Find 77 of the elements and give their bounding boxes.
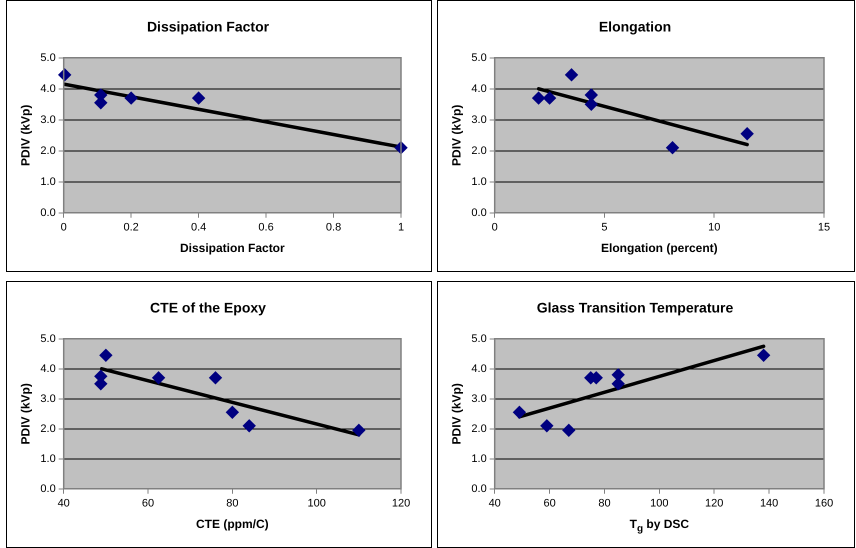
x-tick-label: 80 xyxy=(226,497,238,510)
x-axis-title: CTE (ppm/C) xyxy=(196,517,269,531)
y-tick-label: 4.0 xyxy=(471,362,487,375)
y-tick-label: 5.0 xyxy=(40,332,56,345)
x-tick-label: 0.2 xyxy=(124,221,139,234)
y-tick-label: 3.0 xyxy=(471,392,487,405)
y-tick-label: 3.0 xyxy=(40,114,56,126)
point xyxy=(242,419,256,432)
y-tick-label: 5.0 xyxy=(471,52,487,64)
y-tick-label: 1.0 xyxy=(471,176,487,188)
y-tick-label: 1.0 xyxy=(40,452,56,465)
point xyxy=(740,127,754,140)
x-tick-label: 0.4 xyxy=(190,221,206,234)
chart-title: Dissipation Factor xyxy=(146,18,270,34)
point xyxy=(512,406,526,419)
y-axis-title: PDIV (kVp) xyxy=(18,104,33,166)
y-tick-label: 3.0 xyxy=(40,392,56,405)
x-axis-title: Elongation (percent) xyxy=(601,241,718,255)
x-tick-label: 15 xyxy=(818,221,830,234)
x-tick-label: 140 xyxy=(760,497,778,510)
y-tick-label: 1.0 xyxy=(471,452,487,465)
y-tick-label: 0.0 xyxy=(471,206,487,219)
x-tick-label: 40 xyxy=(488,497,501,510)
point xyxy=(192,92,206,105)
chart-title: CTE of the Epoxy xyxy=(150,299,266,316)
point xyxy=(540,419,554,432)
point xyxy=(565,68,578,82)
y-tick-label: 0.0 xyxy=(40,482,56,495)
y-tick-label: 5.0 xyxy=(40,52,56,64)
point xyxy=(757,348,770,362)
y-tick-label: 5.0 xyxy=(471,332,487,345)
x-tick-label: 0.6 xyxy=(258,221,274,234)
chart-title: Glass Transition Temperature xyxy=(536,299,734,316)
x-tick-label: 0.8 xyxy=(326,221,342,234)
y-tick-label: 1.0 xyxy=(40,176,56,188)
y-tick-label: 0.0 xyxy=(40,206,56,219)
point xyxy=(208,371,222,384)
x-tick-label: 80 xyxy=(598,497,611,510)
x-tick-label: 120 xyxy=(705,497,724,510)
y-tick-label: 3.0 xyxy=(471,114,487,126)
y-tick-label: 4.0 xyxy=(40,362,56,375)
y-tick-label: 2.0 xyxy=(471,422,487,435)
y-axis-title: PDIV (kVp) xyxy=(18,383,33,444)
point xyxy=(666,141,680,154)
chart-title: Elongation xyxy=(598,18,672,34)
y-tick-label: 4.0 xyxy=(471,82,487,95)
x-tick-label: 120 xyxy=(392,497,410,510)
x-tick-label: 1 xyxy=(398,221,404,234)
point xyxy=(532,92,546,105)
x-tick-label: 100 xyxy=(307,497,326,510)
y-tick-label: 2.0 xyxy=(40,422,56,435)
x-tick-label: 60 xyxy=(142,497,154,510)
x-axis-title: Dissipation Factor xyxy=(180,241,285,255)
point xyxy=(352,424,366,437)
y-axis-title: PDIV (kVp) xyxy=(450,383,464,444)
x-tick-label: 60 xyxy=(543,497,556,510)
x-tick-label: 40 xyxy=(58,497,70,510)
x-tick-label: 100 xyxy=(650,497,669,510)
point xyxy=(584,98,598,111)
point xyxy=(152,371,166,384)
point xyxy=(99,348,112,362)
point xyxy=(562,424,576,437)
x-tick-label: 160 xyxy=(814,497,834,510)
point xyxy=(612,377,625,390)
y-tick-label: 2.0 xyxy=(471,144,487,157)
x-axis-title: T$_{g}$ by DSC xyxy=(630,517,690,534)
point xyxy=(543,92,556,105)
point xyxy=(124,92,138,105)
y-tick-label: 2.0 xyxy=(40,144,56,157)
x-tick-label: 10 xyxy=(708,221,720,234)
y-axis-title: PDIV (kVp) xyxy=(450,104,464,166)
x-tick-label: 5 xyxy=(601,221,608,234)
y-tick-label: 4.0 xyxy=(40,82,56,95)
point xyxy=(226,406,239,419)
y-tick-label: 0.0 xyxy=(471,482,487,495)
x-tick-label: 0 xyxy=(492,221,498,234)
x-tick-label: 0 xyxy=(60,221,67,234)
